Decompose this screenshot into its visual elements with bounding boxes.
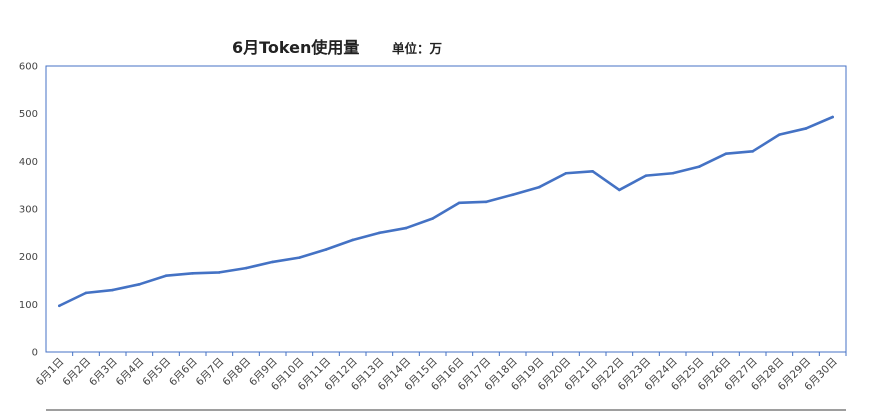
x-tick-label: 6月3日 — [87, 356, 120, 389]
data-point — [778, 133, 781, 136]
data-point — [378, 231, 381, 235]
data-point — [84, 291, 88, 295]
series-line — [58, 115, 834, 308]
data-point — [138, 283, 141, 286]
y-tick-label: 100 — [19, 300, 38, 311]
x-tick-label: 6月4日 — [114, 356, 147, 389]
y-tick-label: 500 — [19, 109, 38, 120]
data-point — [804, 127, 808, 130]
data-point — [538, 185, 541, 189]
y-tick-label: 400 — [19, 157, 38, 168]
data-point — [218, 271, 221, 274]
y-tick-label: 300 — [19, 205, 38, 216]
data-point — [164, 274, 168, 278]
data-point — [831, 115, 834, 119]
data-point — [458, 201, 461, 205]
data-point — [404, 226, 408, 230]
data-point — [644, 174, 648, 177]
data-point — [724, 152, 728, 156]
plot-area — [45, 65, 847, 353]
x-tick-label: 6月7日 — [194, 356, 227, 389]
data-point — [244, 266, 248, 270]
chart-title: 6月Token使用量 — [232, 38, 359, 57]
data-point — [191, 272, 194, 275]
x-tick-label: 6月1日 — [34, 356, 67, 389]
x-tick-label: 6月6日 — [167, 356, 200, 389]
y-tick-label: 0 — [32, 348, 38, 359]
x-tick-label: 6月2日 — [60, 356, 93, 389]
data-point — [271, 260, 274, 264]
y-tick-label: 600 — [19, 62, 38, 73]
data-point — [698, 165, 701, 168]
data-point — [58, 304, 61, 308]
data-point — [618, 188, 621, 192]
data-point — [324, 248, 328, 251]
data-point — [751, 150, 754, 153]
data-point — [351, 238, 354, 242]
data-point — [591, 170, 594, 173]
x-tick-label: 6月8日 — [220, 356, 253, 389]
y-tick-label: 200 — [19, 252, 38, 263]
x-tick-label: 6月5日 — [140, 356, 173, 389]
data-point — [671, 171, 674, 175]
data-point — [111, 288, 114, 292]
data-point — [431, 217, 434, 220]
x-axis-ticks: 6月1日6月2日6月3日6月4日6月5日6月6日6月7日6月8日6月9日6月10… — [34, 352, 847, 393]
data-point — [564, 171, 568, 175]
data-point — [298, 256, 301, 259]
data-point — [484, 200, 488, 204]
data-points — [58, 115, 834, 308]
data-point — [511, 193, 514, 196]
y-axis-ticks: 0 100 200 300 400 500 600 — [19, 62, 38, 359]
unit-label: 单位：万 — [392, 41, 442, 56]
